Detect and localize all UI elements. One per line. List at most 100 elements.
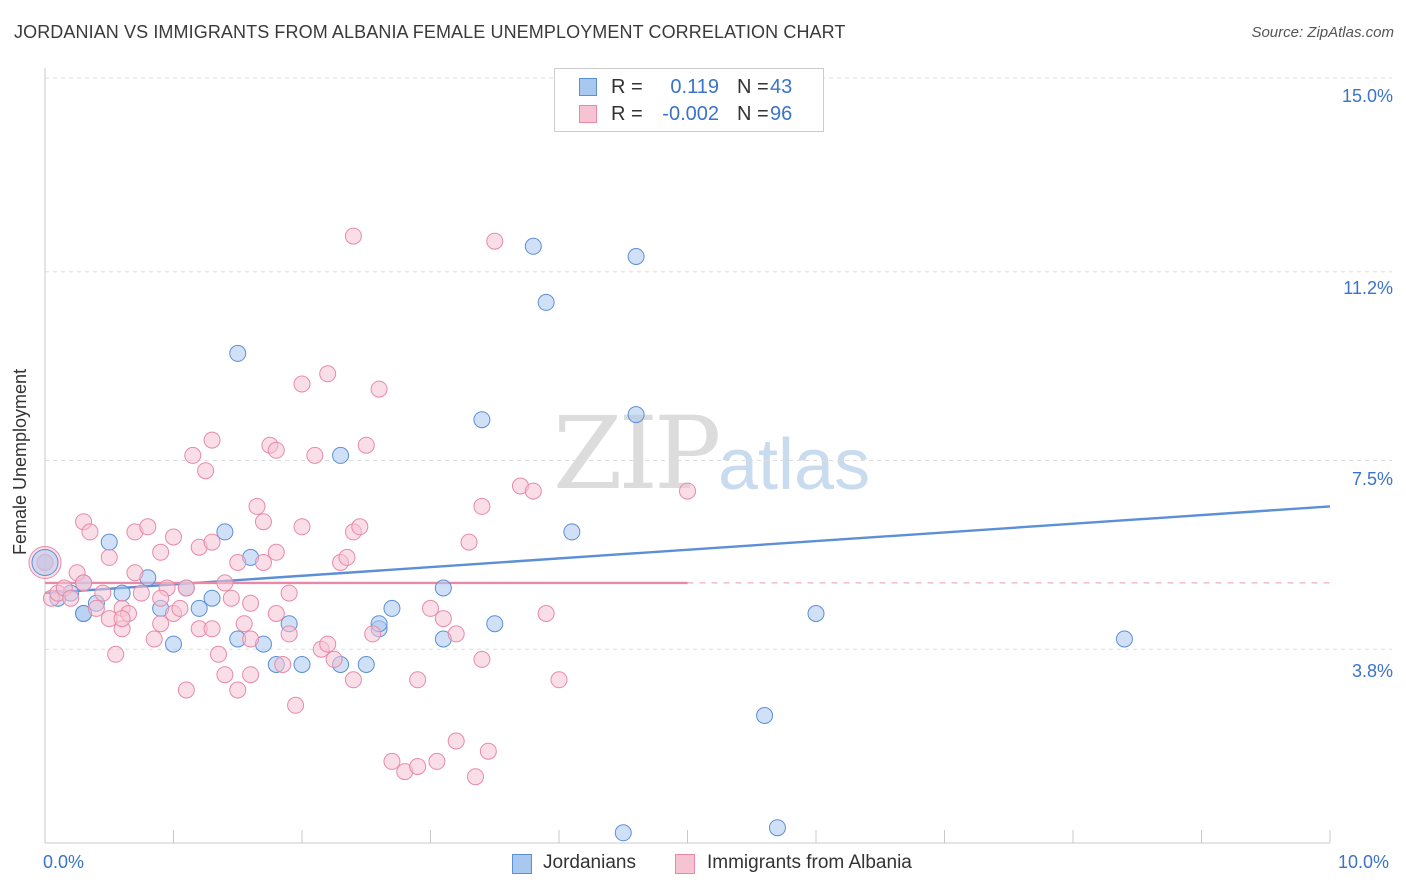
point-albania [409, 758, 427, 775]
n-label: N = [737, 103, 769, 125]
x-tick-label-min: 0.0% [43, 852, 85, 872]
point-jordanians [756, 707, 774, 724]
point-albania [203, 431, 221, 449]
point-albania [280, 584, 298, 602]
point-albania [428, 752, 446, 770]
point-jordanians [293, 656, 311, 673]
point-albania [370, 380, 388, 398]
point-jordanians [190, 599, 208, 617]
point-jordanians [473, 411, 491, 429]
point-albania [242, 594, 260, 612]
point-albania [132, 584, 150, 602]
point-albania [254, 513, 272, 531]
point-albania [203, 533, 221, 551]
point-albania [209, 645, 227, 663]
r-value: -0.002 [662, 103, 719, 125]
swatch-jordanians [579, 78, 597, 96]
point-albania [447, 732, 465, 750]
legend-label: Jordanians [543, 852, 636, 873]
point-albania [216, 574, 234, 592]
data-points [28, 227, 1133, 842]
point-albania [235, 615, 253, 633]
r-label: R = [611, 103, 643, 125]
trend-lines [44, 505, 1331, 595]
point-albania-large [28, 546, 62, 579]
point-albania [229, 554, 247, 571]
point-jordanians [165, 635, 182, 653]
y-tick-label: 7.5% [1351, 469, 1393, 489]
point-albania [274, 656, 292, 673]
point-jordanians [486, 615, 504, 633]
point-albania [242, 666, 260, 684]
stats-row-albania: R = -0.002 N = 96 [555, 101, 823, 127]
chart-title: JORDANIAN VS IMMIGRANTS FROM ALBANIA FEM… [14, 22, 846, 42]
point-jordanians [434, 579, 452, 597]
point-jordanians [524, 237, 542, 255]
point-albania [177, 681, 195, 699]
point-albania [338, 548, 356, 566]
point-jordanians [332, 446, 350, 464]
point-jordanians [203, 589, 221, 607]
point-jordanians [563, 523, 581, 541]
point-albania [434, 610, 452, 628]
point-albania [460, 533, 478, 551]
point-albania [679, 482, 696, 500]
point-albania [62, 589, 80, 607]
point-albania [216, 666, 234, 684]
point-albania [81, 523, 99, 541]
point-jordanians [216, 523, 234, 541]
point-albania [139, 518, 157, 536]
point-jordanians-large [31, 549, 59, 576]
point-albania [383, 752, 401, 770]
point-albania [152, 615, 170, 633]
point-jordanians [229, 344, 247, 362]
point-albania [126, 564, 144, 582]
trend-line-jordanians [44, 505, 1331, 595]
point-albania [184, 446, 202, 464]
point-albania [550, 671, 568, 689]
point-albania [165, 528, 182, 546]
point-albania [100, 548, 118, 566]
point-albania [486, 232, 504, 250]
point-albania [75, 574, 93, 592]
point-albania [306, 446, 324, 464]
y-tick-label: 11.2% [1343, 278, 1393, 298]
point-albania [319, 635, 337, 653]
r-value: 0.119 [670, 76, 719, 98]
point-albania [267, 543, 285, 561]
point-albania [319, 365, 337, 383]
point-albania [357, 436, 375, 454]
point-jordanians [100, 533, 118, 551]
point-albania [267, 441, 285, 459]
point-albania [113, 610, 131, 628]
point-jordanians [614, 824, 632, 842]
y-tick-label: 15.0% [1341, 86, 1393, 106]
correlation-stats-box: R = 0.119 N = 43 R = -0.002 N = 96 [554, 68, 824, 132]
point-albania [107, 645, 125, 663]
point-jordanians [113, 584, 131, 602]
point-albania [351, 518, 369, 536]
legend-label: Immigrants from Albania [707, 852, 912, 873]
point-albania [242, 630, 260, 648]
point-jordanians [807, 605, 825, 622]
point-albania [287, 696, 305, 714]
point-albania [524, 482, 542, 500]
point-albania [364, 625, 382, 643]
point-albania [145, 630, 163, 648]
point-jordanians [383, 599, 401, 617]
point-albania [447, 625, 465, 643]
point-albania [152, 589, 170, 607]
point-albania [254, 554, 272, 571]
point-albania [222, 589, 240, 607]
legend-swatch-jordanians [512, 854, 532, 874]
point-albania [171, 599, 189, 617]
swatch-albania [579, 105, 597, 123]
point-jordanians [357, 656, 375, 673]
y-tick-label: 3.8% [1351, 661, 1393, 681]
point-jordanians [768, 819, 786, 837]
point-albania [344, 227, 362, 245]
point-albania [479, 742, 497, 760]
y-axis-label: Female Unemployment [10, 368, 30, 555]
point-albania [229, 681, 247, 699]
point-albania [152, 543, 170, 561]
